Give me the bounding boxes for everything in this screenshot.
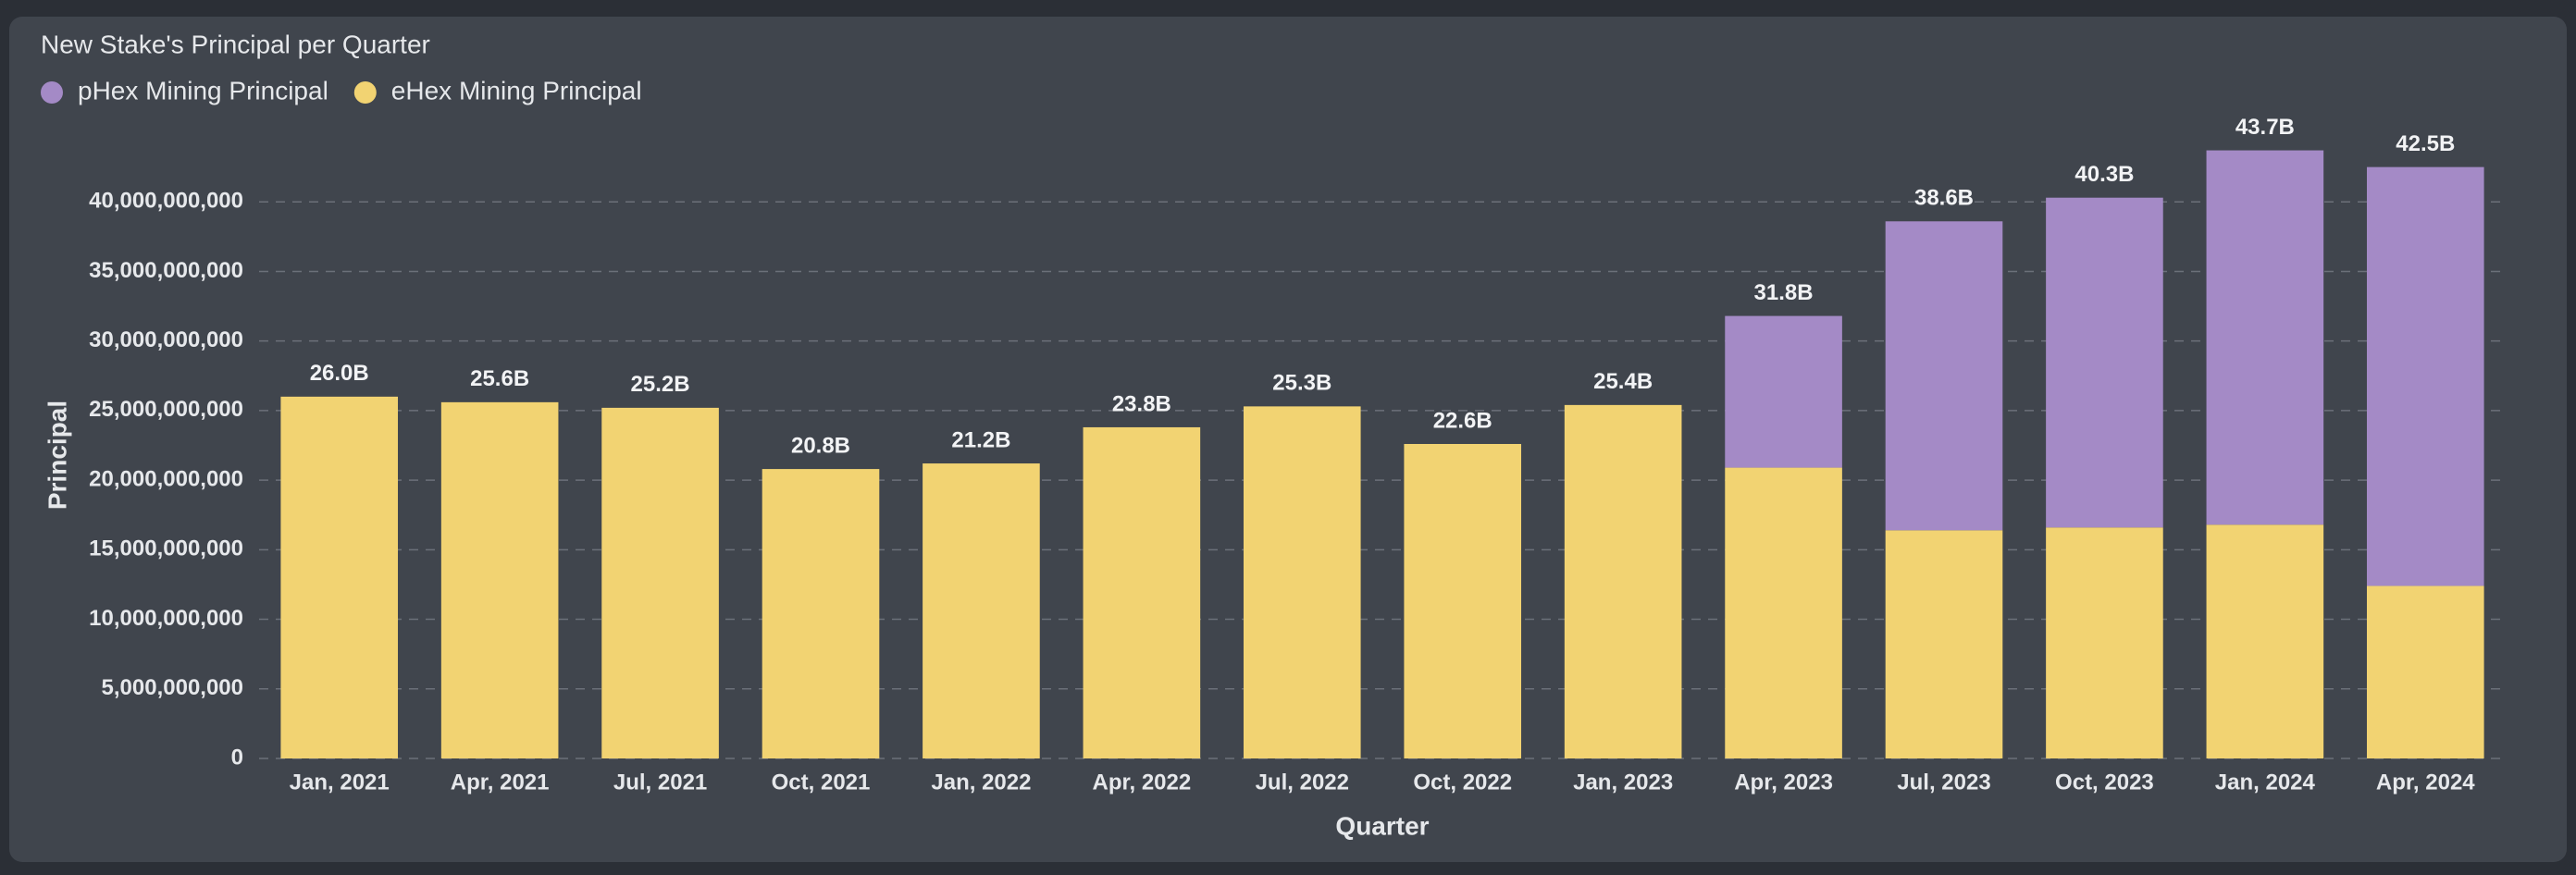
bar-segment xyxy=(2366,166,2484,586)
x-tick-label: Oct, 2023 xyxy=(2055,770,2154,795)
data-label: 22.6B xyxy=(1433,408,1492,433)
bar-segment xyxy=(1885,221,2003,531)
data-label: 38.6B xyxy=(1914,186,1974,211)
y-tick-label: 35,000,000,000 xyxy=(89,258,243,283)
bar-segment xyxy=(2046,527,2163,758)
y-tick-label: 15,000,000,000 xyxy=(89,536,243,561)
bar-segment xyxy=(1885,530,2003,758)
bar-segment xyxy=(601,407,719,758)
data-label: 25.4B xyxy=(1593,369,1653,394)
bar-segment xyxy=(440,401,559,758)
bar-segment xyxy=(280,396,399,758)
data-label: 26.0B xyxy=(310,361,369,386)
bar-segment xyxy=(1404,443,1522,758)
x-tick-label: Oct, 2021 xyxy=(772,770,871,795)
x-tick-label: Apr, 2022 xyxy=(1092,770,1191,795)
x-axis-title: Quarter xyxy=(1335,811,1429,840)
bar-segment xyxy=(923,463,1040,758)
bar-segment xyxy=(1083,426,1201,758)
x-tick-label: Apr, 2023 xyxy=(1734,770,1833,795)
y-tick-label: 40,000,000,000 xyxy=(89,189,243,214)
bar-segment xyxy=(1243,406,1361,758)
y-tick-label: 0 xyxy=(231,745,243,770)
bar-segment xyxy=(1564,404,1682,758)
bar-segment xyxy=(1725,467,1842,758)
y-tick-label: 30,000,000,000 xyxy=(89,327,243,352)
data-label: 31.8B xyxy=(1754,280,1814,305)
data-label: 23.8B xyxy=(1112,391,1171,416)
x-tick-label: Apr, 2021 xyxy=(451,770,550,795)
bar-segment xyxy=(762,469,880,758)
chart-title: New Stake's Principal per Quarter xyxy=(41,30,430,58)
data-label: 43.7B xyxy=(2235,115,2295,140)
y-tick-label: 10,000,000,000 xyxy=(89,606,243,631)
data-label: 40.3B xyxy=(2074,162,2134,187)
legend-label: eHex Mining Principal xyxy=(391,76,642,105)
data-label: 25.6B xyxy=(470,366,529,391)
x-tick-label: Jan, 2021 xyxy=(290,770,390,795)
legend-marker xyxy=(353,81,377,104)
x-tick-label: Jul, 2021 xyxy=(613,770,707,795)
legend-label: pHex Mining Principal xyxy=(78,76,328,105)
bar-segment xyxy=(2206,524,2324,758)
x-tick-label: Oct, 2022 xyxy=(1413,770,1512,795)
data-label: 20.8B xyxy=(791,433,850,458)
legend-marker xyxy=(41,81,63,104)
x-tick-label: Jan, 2023 xyxy=(1573,770,1673,795)
bar-segment xyxy=(2366,585,2484,758)
y-axis-title: Principal xyxy=(43,401,71,510)
data-label: 42.5B xyxy=(2396,131,2455,156)
x-tick-label: Jan, 2024 xyxy=(2215,770,2316,795)
data-label: 25.3B xyxy=(1272,371,1331,396)
x-tick-label: Jul, 2022 xyxy=(1256,770,1349,795)
bar-segment xyxy=(1725,315,1842,468)
y-tick-label: 5,000,000,000 xyxy=(102,675,243,700)
bar-segment xyxy=(2046,197,2163,528)
x-tick-label: Apr, 2024 xyxy=(2376,770,2475,795)
data-label: 25.2B xyxy=(631,372,690,397)
y-tick-label: 20,000,000,000 xyxy=(89,466,243,491)
x-tick-label: Jan, 2022 xyxy=(931,770,1031,795)
y-tick-label: 25,000,000,000 xyxy=(89,397,243,422)
x-tick-label: Jul, 2023 xyxy=(1897,770,1990,795)
data-label: 21.2B xyxy=(951,427,1010,452)
bar-segment xyxy=(2206,150,2324,525)
